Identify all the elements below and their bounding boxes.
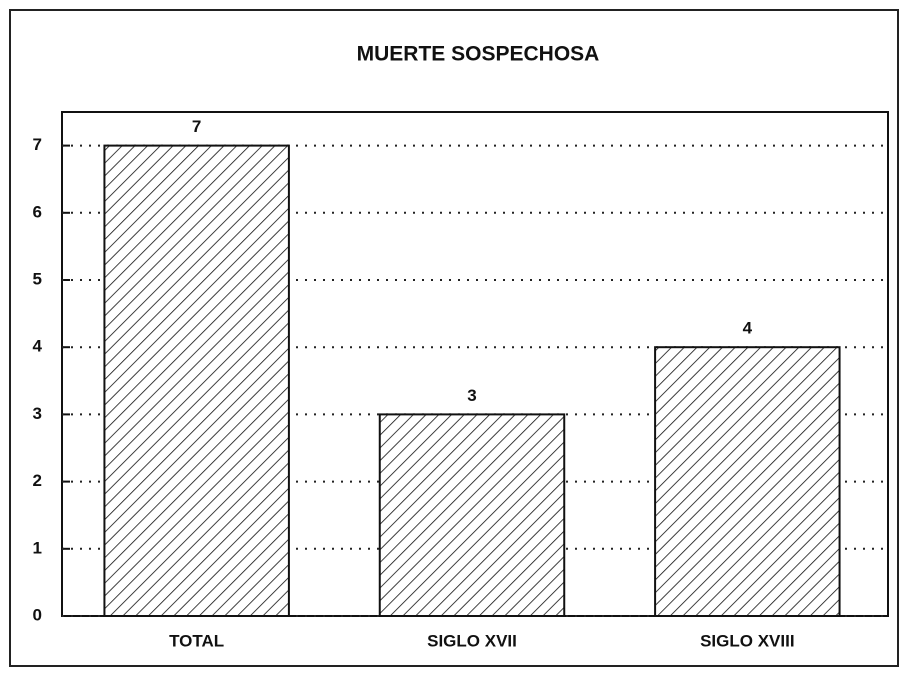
- y-tick-label: 2: [33, 471, 42, 490]
- y-tick-label: 5: [33, 269, 42, 288]
- y-tick-label: 4: [33, 337, 43, 356]
- bar: [654, 346, 841, 617]
- chart-title: MUERTE SOSPECHOSA: [357, 43, 600, 66]
- y-tick-label: 7: [33, 135, 42, 154]
- frame: [9, 9, 899, 667]
- y-tick-label: 6: [33, 202, 42, 221]
- x-tick-label: SIGLO XVII: [427, 631, 517, 650]
- value-label: 7: [192, 117, 201, 136]
- y-tick-label: 1: [33, 538, 42, 557]
- y-tick-label: 3: [33, 404, 42, 423]
- value-label: 4: [743, 319, 753, 338]
- x-tick-label: TOTAL: [169, 631, 224, 650]
- value-label: 3: [467, 386, 476, 405]
- bar: [378, 413, 566, 617]
- bar: [103, 144, 290, 617]
- x-tick-label: SIGLO XVIII: [700, 631, 794, 650]
- y-tick-label: 0: [33, 605, 42, 624]
